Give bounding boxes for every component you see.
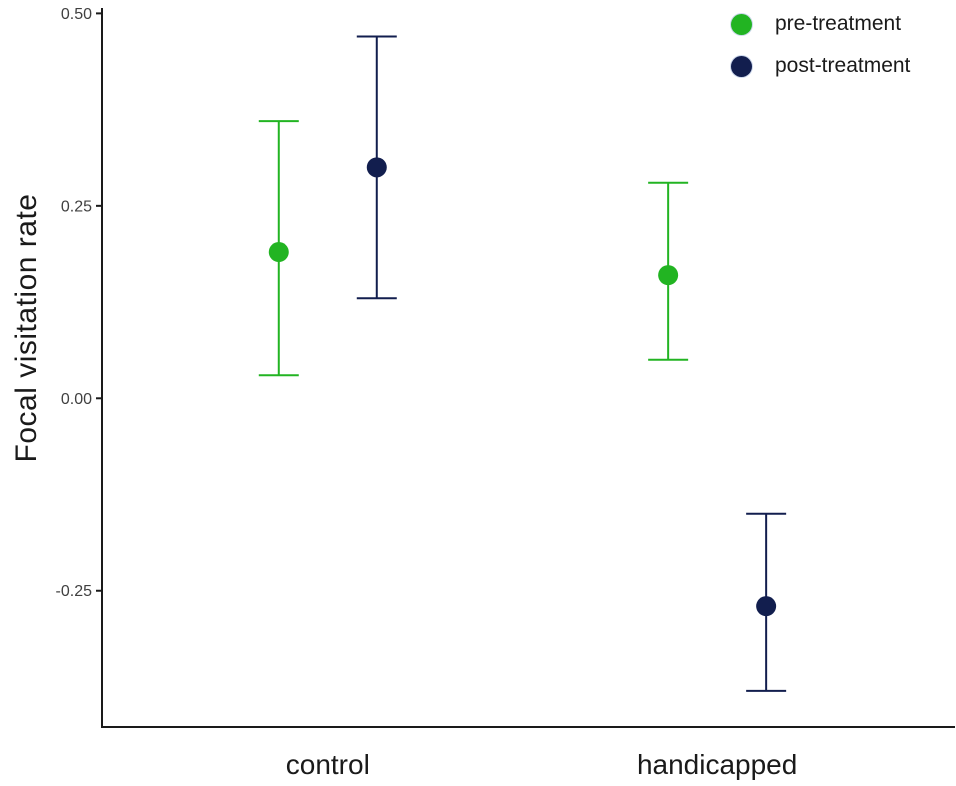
legend-item-pre-treatment: pre-treatment [731,3,910,45]
legend-item-post-treatment: post-treatment [731,45,910,87]
y-axis-title: Focal visitation rate [10,193,43,463]
y-tick-label: 0.50 [61,6,92,23]
y-tick-label: 0.25 [61,198,92,215]
data-point-post-treatment-control [366,157,387,178]
x-category-label-control: control [286,749,370,780]
legend-swatch-pre-treatment-icon [731,13,752,35]
legend-label-pre-treatment: pre-treatment [775,12,902,35]
y-tick-label: -0.25 [56,583,93,600]
x-category-label-handicapped: handicapped [637,749,797,780]
data-point-post-treatment-handicapped [756,596,777,617]
y-tick-label: 0.00 [61,391,92,408]
data-point-pre-treatment-handicapped [658,265,679,286]
legend: pre-treatment post-treatment [731,3,910,87]
data-point-pre-treatment-control [268,242,289,263]
legend-swatch-post-treatment-icon [731,55,752,77]
legend-label-post-treatment: post-treatment [775,54,911,77]
